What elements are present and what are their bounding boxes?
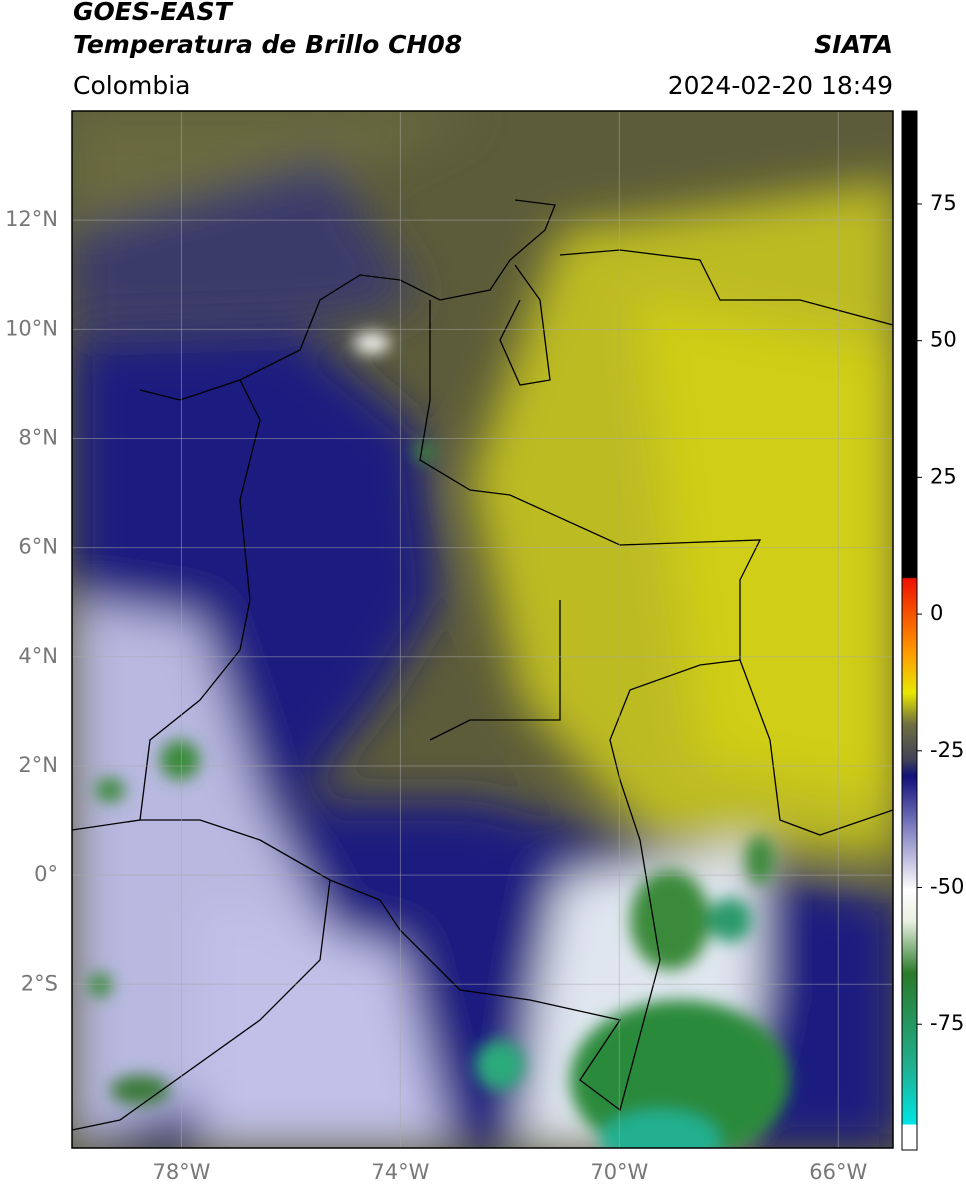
colorbar-tick-label: -25 [930, 738, 964, 762]
colorbar-tick-label: 25 [930, 464, 957, 488]
y-tick-label: 12°N [5, 207, 58, 231]
y-tick-label: 2°S [21, 971, 58, 995]
map-frame [71, 110, 894, 1149]
datetime: 2024-02-20 18:49 [668, 71, 893, 100]
region: Colombia [73, 71, 190, 100]
colorbar [901, 110, 918, 1151]
grid [72, 111, 893, 1148]
subtitle: Temperatura de Brillo CH08 [73, 30, 462, 59]
colorbar-tick-label: -50 [930, 875, 964, 899]
organization: SIATA [814, 30, 893, 59]
x-tick-label: 74°W [371, 1160, 429, 1184]
y-tick-label: 2°N [18, 753, 58, 777]
x-tick-label: 70°W [590, 1160, 648, 1184]
y-tick-label: 0° [34, 862, 58, 886]
colorbar-tick-label: -75 [930, 1011, 964, 1035]
colorbar-tick-label: 50 [930, 328, 957, 352]
x-tick-label: 66°W [809, 1160, 867, 1184]
y-tick-label: 8°N [18, 425, 58, 449]
x-tick-label: 78°W [152, 1160, 210, 1184]
y-tick-label: 6°N [18, 535, 58, 559]
y-tick-label: 4°N [18, 644, 58, 668]
y-tick-label: 10°N [5, 316, 58, 340]
colorbar-tick-label: 0 [930, 601, 943, 625]
satellite-image [72, 111, 893, 1148]
title: GOES-EAST [73, 0, 234, 26]
colorbar-tick-label: 75 [930, 191, 957, 215]
